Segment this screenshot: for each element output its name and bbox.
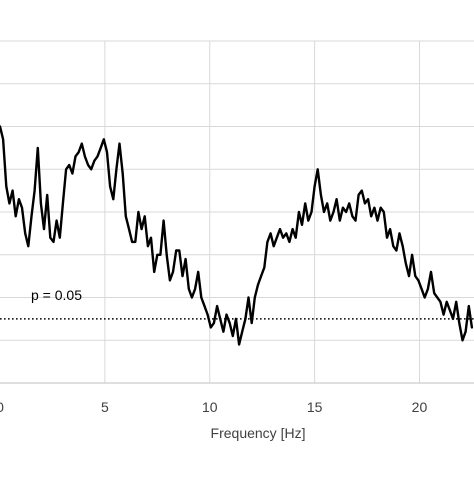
- x-tick-label: 5: [101, 399, 109, 415]
- x-tick-label: 20: [412, 399, 428, 415]
- x-tick-labels: 0 5 10 15 20: [0, 399, 427, 415]
- threshold-label: p = 0.05: [31, 287, 82, 303]
- x-axis-title: Frequency [Hz]: [211, 425, 306, 441]
- series-line: [0, 125, 474, 346]
- x-tick-label: 0: [0, 399, 4, 415]
- x-tick-label: 15: [307, 399, 323, 415]
- series-group: [0, 125, 474, 346]
- x-tick-label: 10: [202, 399, 218, 415]
